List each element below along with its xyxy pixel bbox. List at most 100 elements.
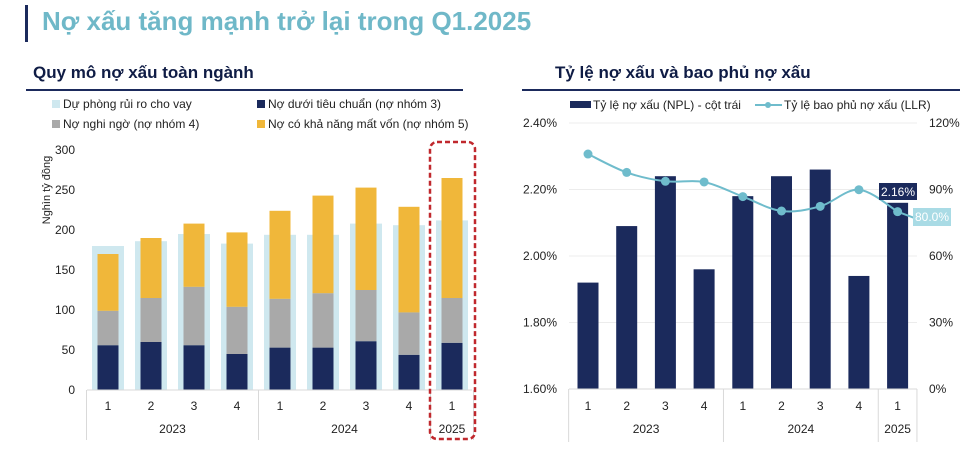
npl-group-5-bar xyxy=(398,206,420,313)
legend-swatch xyxy=(52,100,60,108)
npl-group-3-bar xyxy=(140,342,162,390)
y-left-tick-label: 1.80% xyxy=(523,316,557,330)
year-label: 2024 xyxy=(331,422,358,436)
y-axis-title: Nghìn tỷ đồng xyxy=(41,156,53,225)
left-chart-title: Quy mô nợ xấu toàn ngành xyxy=(33,63,254,82)
y-right-tick-label: 120% xyxy=(929,116,960,130)
llr-point xyxy=(815,201,825,211)
llr-value-label: 80.0% xyxy=(915,210,949,224)
npl-group-4-bar xyxy=(140,298,162,342)
legend-marker-llr xyxy=(765,102,771,108)
npl-value-label: 2.16% xyxy=(881,185,915,199)
y-tick-label: 100 xyxy=(55,303,75,317)
llr-point xyxy=(777,206,786,216)
page-title: Nợ xấu tăng mạnh trở lại trong Q1.2025 xyxy=(42,6,532,36)
npl-group-3-bar xyxy=(312,347,334,390)
npl-group-4-bar xyxy=(312,293,334,348)
y-left-tick-label: 2.20% xyxy=(523,183,557,197)
npl-group-3-bar xyxy=(97,345,119,390)
llr-point xyxy=(583,149,593,159)
npl-group-5-bar xyxy=(97,254,119,311)
npl-group-4-bar xyxy=(97,310,119,346)
year-label: 2023 xyxy=(159,422,186,436)
y-left-tick-label: 2.40% xyxy=(523,116,557,130)
x-tick-label: 1 xyxy=(277,399,284,413)
npl-bar xyxy=(732,196,754,389)
legend-label: Nợ nghi ngờ (nợ nhóm 4) xyxy=(63,117,199,131)
legend-label: Nợ có khả năng mất vốn (nợ nhóm 5) xyxy=(268,117,469,131)
npl-group-5-bar xyxy=(312,195,334,294)
legend-label: Dự phòng rủi ro cho vay xyxy=(63,97,192,111)
year-label: 2023 xyxy=(633,422,660,436)
right-chart-divider xyxy=(522,89,960,91)
x-tick-label: 4 xyxy=(856,399,863,413)
npl-group-3-bar xyxy=(398,354,420,390)
npl-bar xyxy=(616,226,638,389)
npl-group-3-bar xyxy=(269,347,291,390)
x-tick-label: 4 xyxy=(406,399,413,413)
y-tick-label: 200 xyxy=(55,223,75,237)
x-tick-label: 1 xyxy=(894,399,901,413)
npl-group-4-bar xyxy=(398,312,420,355)
x-tick-label: 1 xyxy=(105,399,112,413)
npl-bar xyxy=(887,202,909,389)
llr-point xyxy=(738,192,748,202)
npl-group-5-bar xyxy=(355,187,377,290)
legend-label-npl: Tỷ lệ nợ xấu (NPL) - cột trái xyxy=(593,98,741,112)
npl-group-4-bar xyxy=(441,298,463,343)
y-tick-label: 300 xyxy=(55,143,75,157)
title-accent-bar xyxy=(25,5,28,42)
npl-bar xyxy=(577,282,599,389)
legend-swatch xyxy=(257,120,265,128)
legend-label-llr: Tỷ lệ bao phủ nợ xấu (LLR) xyxy=(784,98,931,112)
npl-group-5-bar xyxy=(183,223,205,287)
npl-group-3-bar xyxy=(226,354,248,390)
legend-swatch-npl xyxy=(570,101,591,108)
llr-point xyxy=(699,177,709,187)
npl-bar xyxy=(693,269,715,389)
npl-group-4-bar xyxy=(269,298,291,348)
y-right-tick-label: 0% xyxy=(929,382,947,396)
x-tick-label: 2 xyxy=(320,399,327,413)
left-chart-divider xyxy=(26,89,463,91)
year-label: 2024 xyxy=(787,422,814,436)
y-tick-label: 50 xyxy=(62,343,76,357)
llr-point xyxy=(660,176,670,186)
y-right-tick-label: 30% xyxy=(929,316,953,330)
npl-group-5-bar xyxy=(226,232,248,307)
x-tick-label: 1 xyxy=(449,399,456,413)
npl-group-4-bar xyxy=(355,290,377,342)
npl-group-3-bar xyxy=(441,342,463,390)
legend-label: Nợ dưới tiêu chuẩn (nợ nhóm 3) xyxy=(268,97,441,111)
x-tick-label: 4 xyxy=(234,399,241,413)
npl-bar xyxy=(654,176,676,389)
llr-point xyxy=(622,167,632,177)
npl-group-5-bar xyxy=(269,210,291,299)
llr-value-label-bg xyxy=(913,208,951,226)
npl-group-3-bar xyxy=(183,345,205,390)
right-chart-title: Tỷ lệ nợ xấu và bao phủ nợ xấu xyxy=(555,63,811,82)
x-tick-label: 2 xyxy=(148,399,155,413)
x-tick-label: 2 xyxy=(778,399,785,413)
y-left-tick-label: 2.00% xyxy=(523,249,557,263)
y-right-tick-label: 90% xyxy=(929,183,953,197)
npl-group-3-bar xyxy=(355,341,377,390)
x-tick-label: 3 xyxy=(662,399,669,413)
llr-point xyxy=(893,207,903,217)
year-label: 2025 xyxy=(439,422,466,436)
year-label: 2025 xyxy=(884,422,911,436)
npl-group-5-bar xyxy=(441,178,463,298)
y-tick-label: 150 xyxy=(55,263,75,277)
x-tick-label: 2 xyxy=(623,399,630,413)
npl-group-4-bar xyxy=(183,286,205,346)
y-right-tick-label: 60% xyxy=(929,249,953,263)
y-left-tick-label: 1.60% xyxy=(523,382,557,396)
npl-group-4-bar xyxy=(226,306,248,354)
npl-bar xyxy=(771,176,792,389)
npl-bar xyxy=(809,169,831,389)
x-tick-label: 1 xyxy=(585,399,592,413)
x-tick-label: 4 xyxy=(701,399,708,413)
npl-bar xyxy=(848,275,870,389)
x-tick-label: 1 xyxy=(739,399,746,413)
x-tick-label: 3 xyxy=(363,399,370,413)
